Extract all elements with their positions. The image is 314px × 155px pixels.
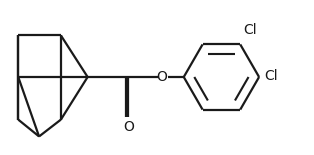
- Text: O: O: [156, 70, 167, 84]
- Text: O: O: [123, 120, 134, 134]
- Text: Cl: Cl: [243, 23, 257, 38]
- Text: Cl: Cl: [264, 69, 278, 83]
